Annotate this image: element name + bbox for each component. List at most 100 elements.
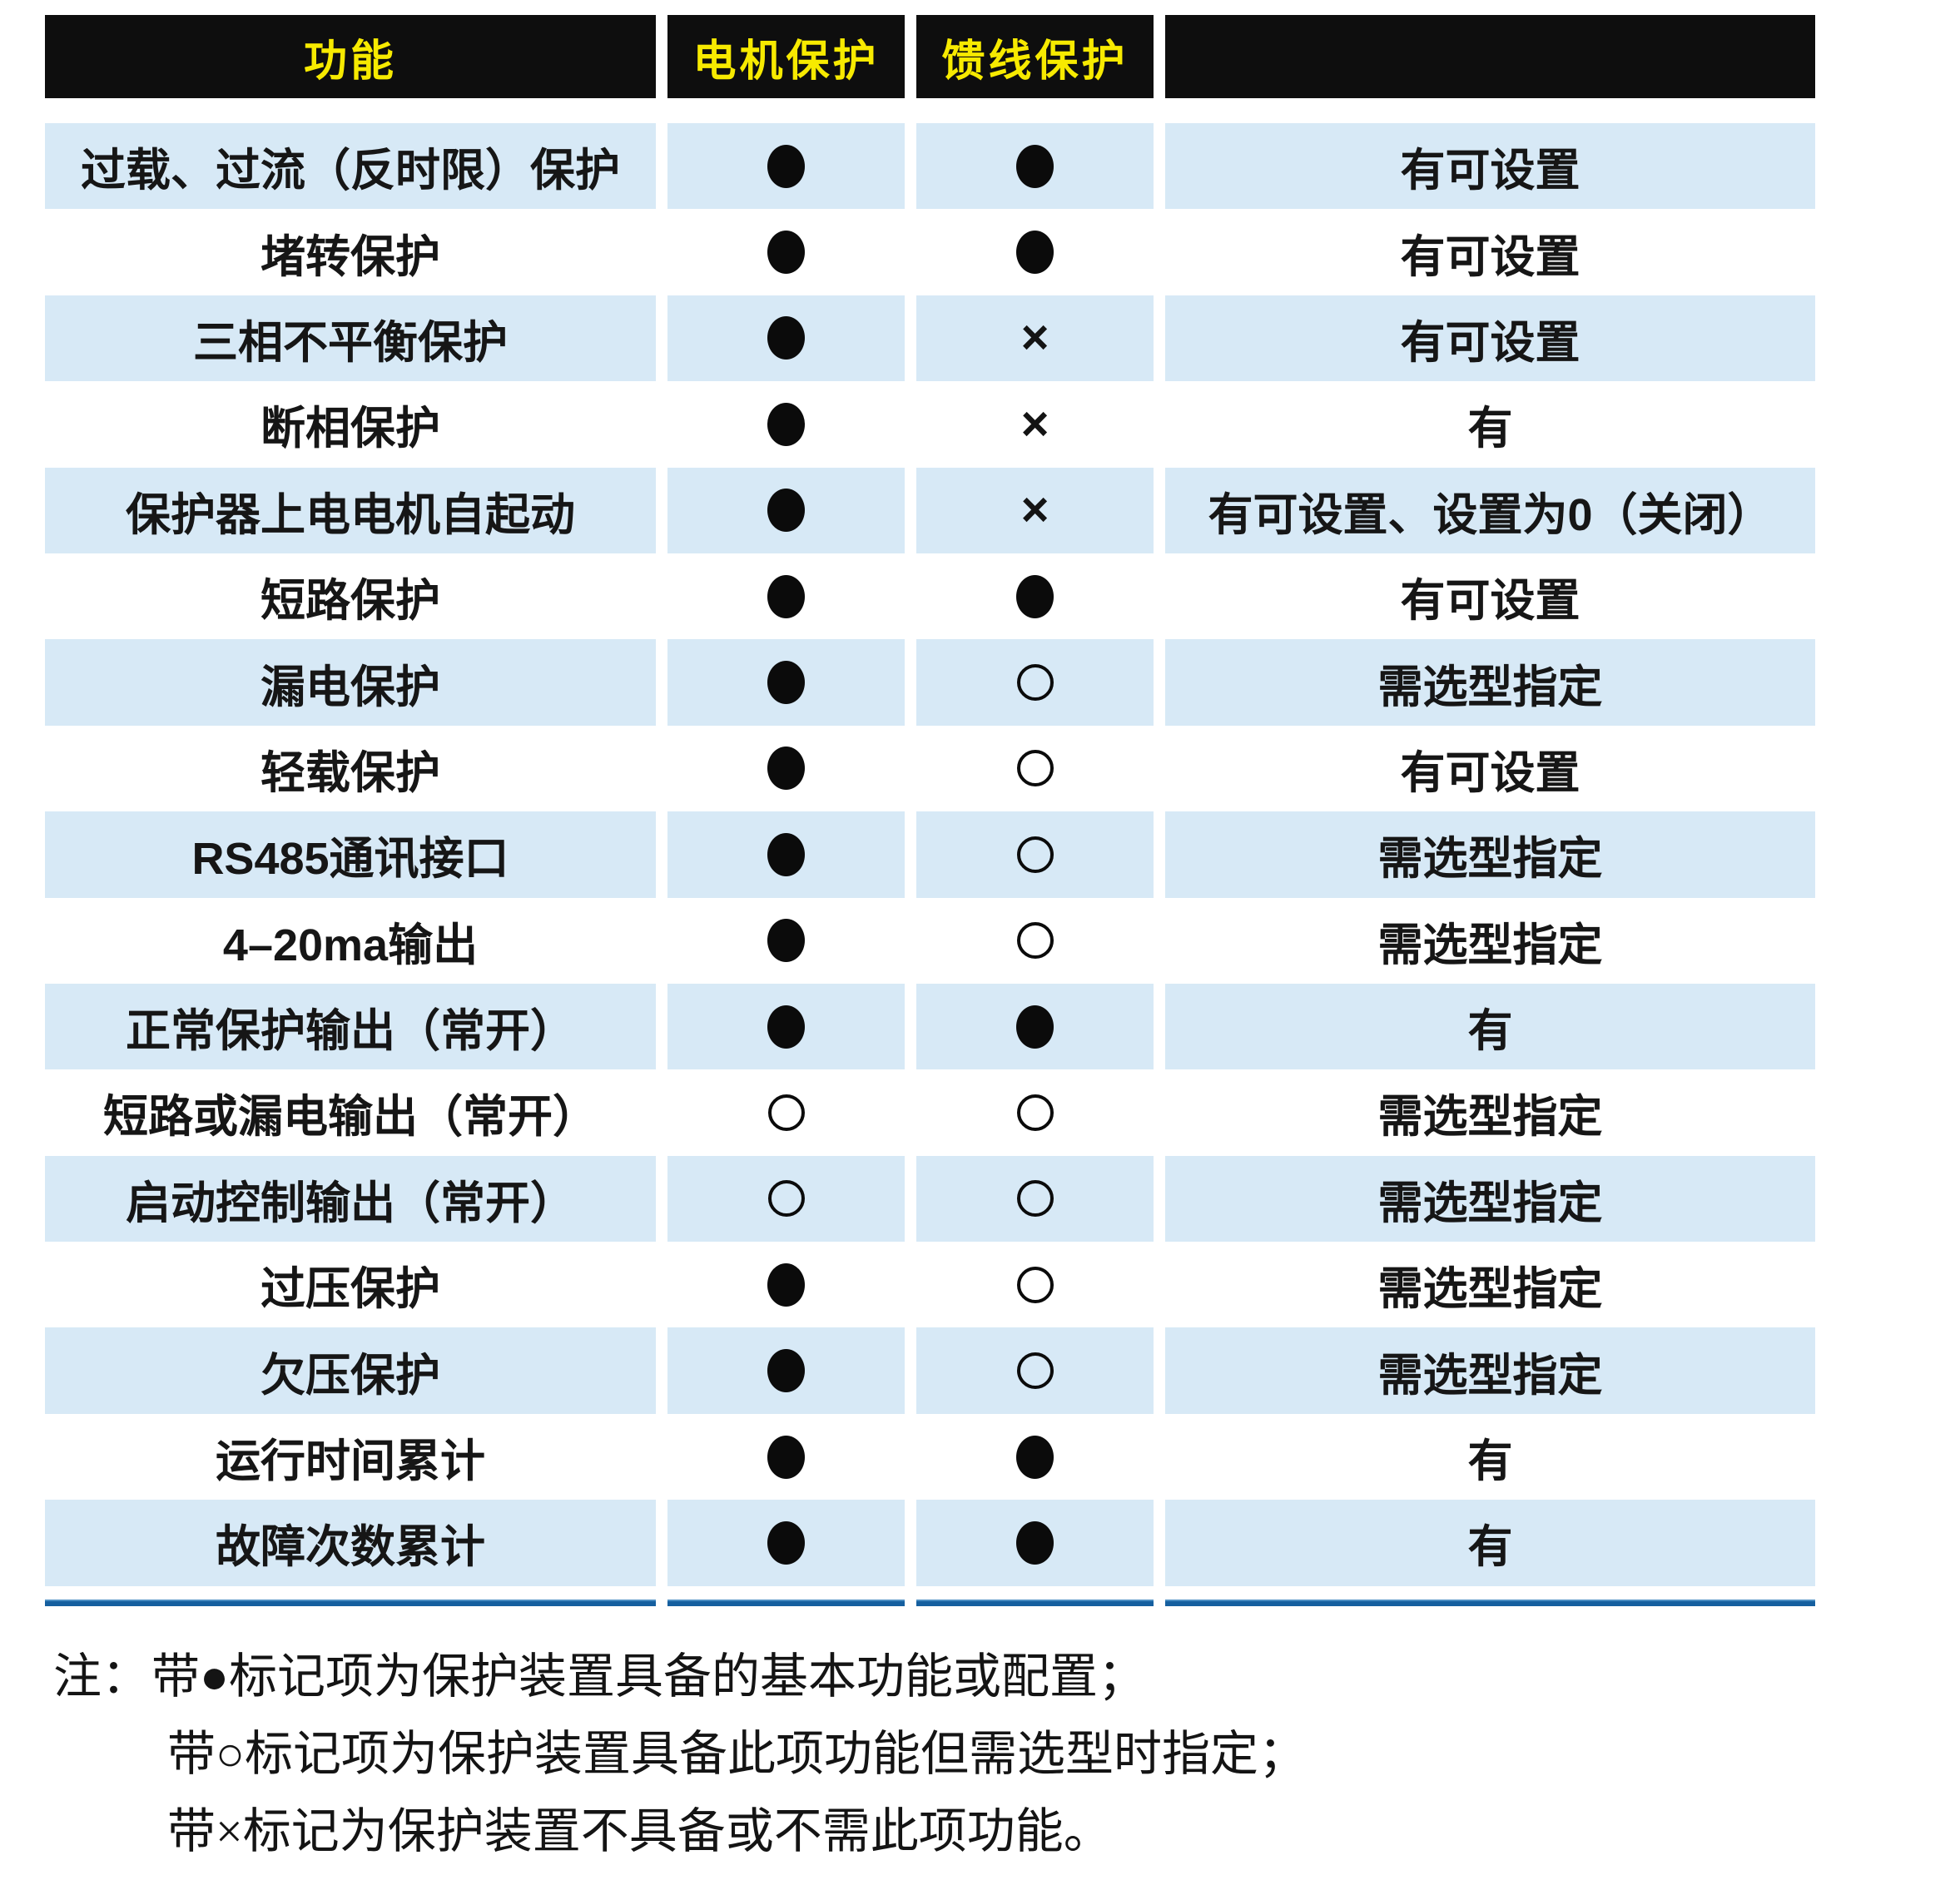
- table-row: 4–20ma输出 需选型指定: [45, 898, 1815, 984]
- cross-icon: ×: [1020, 483, 1049, 538]
- motor-protection-cell: [667, 381, 905, 467]
- filled-dot-icon: [1016, 1004, 1054, 1049]
- table-row: 堵转保护 有可设置: [45, 209, 1815, 295]
- table-row: 启动控制输出（常开） 需选型指定: [45, 1155, 1815, 1243]
- function-cell: 短路保护: [261, 576, 440, 627]
- feeder-protection-cell: [916, 983, 1154, 1070]
- remark-cell: 有可设置: [1165, 295, 1815, 382]
- motor-protection-cell: [667, 1327, 905, 1414]
- function-cell: 欠压保护: [45, 1327, 656, 1414]
- motor-protection-cell: [667, 898, 905, 984]
- filled-dot-icon: [767, 402, 805, 446]
- feeder-protection-cell: ×: [916, 381, 1154, 467]
- motor-protection-cell: [667, 467, 905, 553]
- function-cell: 断相保护: [261, 404, 440, 454]
- function-cell: 保护器上电电机自起动: [45, 467, 656, 553]
- feeder-protection-cell: ×: [916, 295, 1154, 382]
- remark-cell: 需选型指定: [1377, 1264, 1603, 1315]
- open-dot-icon: [1016, 664, 1054, 702]
- remark-cell: 有可设置、设置为0（关闭）: [1165, 467, 1815, 553]
- open-dot-icon: [1016, 1266, 1054, 1303]
- feeder-protection-cell: [916, 209, 1154, 295]
- cross-icon: ×: [1020, 310, 1049, 365]
- rule-segment: [45, 1599, 656, 1606]
- rule-segment: [1165, 1599, 1815, 1606]
- function-cell: 轻载保护: [261, 747, 440, 798]
- remark-cell: 有可设置: [1400, 576, 1580, 627]
- note-line: 带○标记项为保护装置具备此项功能但需选型时指定；: [53, 1715, 1307, 1793]
- motor-protection-cell: [667, 1414, 905, 1500]
- function-cell: 启动控制输出（常开）: [45, 1155, 656, 1243]
- feeder-protection-cell: [916, 1155, 1154, 1243]
- footnotes: 注：带●标记项为保护装置具备的基本功能或配置； 带○标记项为保护装置具备此项功能但…: [53, 1638, 1307, 1870]
- remark-cell: 需选型指定: [1165, 639, 1815, 726]
- table-row: 欠压保护 需选型指定: [45, 1327, 1815, 1414]
- table-body: 过载、过流（反时限）保护 有可设置 堵转保护 有可设置 三相不平衡保护 × 有可…: [45, 123, 1815, 1586]
- motor-protection-cell: [667, 1500, 905, 1586]
- bottom-double-rule: [45, 1599, 1815, 1606]
- filled-dot-icon: [767, 1349, 805, 1393]
- motor-protection-cell: [667, 295, 905, 382]
- open-dot-icon: [767, 1094, 805, 1131]
- feeder-protection-cell: [916, 1242, 1154, 1327]
- table-row: 短路或漏电输出（常开） 需选型指定: [45, 1069, 1815, 1155]
- function-cell: 运行时间累计: [216, 1436, 485, 1487]
- feeder-protection-cell: [916, 639, 1154, 726]
- filled-dot-icon: [1016, 1435, 1054, 1479]
- feeder-protection-cell: [916, 1414, 1154, 1500]
- function-cell: 故障次数累计: [45, 1500, 656, 1586]
- remark-cell: 有: [1165, 983, 1815, 1070]
- open-dot-icon: [1016, 1352, 1054, 1390]
- remark-cell: 需选型指定: [1165, 1327, 1815, 1414]
- rule-segment: [916, 1599, 1154, 1606]
- motor-protection-cell: [667, 123, 905, 210]
- table-row: 漏电保护 需选型指定: [45, 639, 1815, 726]
- filled-dot-icon: [1016, 231, 1054, 275]
- feeder-protection-cell: [916, 553, 1154, 639]
- remark-cell: 有: [1165, 1500, 1815, 1586]
- open-dot-icon: [1016, 1180, 1054, 1218]
- motor-protection-cell: [667, 1242, 905, 1327]
- header-function: 功能: [45, 15, 656, 98]
- feeder-protection-cell: [916, 811, 1154, 898]
- filled-dot-icon: [767, 661, 805, 705]
- header-motor-protection: 电机保护: [667, 15, 905, 98]
- remark-cell: 需选型指定: [1165, 811, 1815, 898]
- open-dot-icon: [1016, 1094, 1054, 1131]
- filled-dot-icon: [767, 747, 805, 791]
- feeder-protection-cell: [916, 1327, 1154, 1414]
- feeder-protection-cell: [916, 123, 1154, 210]
- motor-protection-cell: [667, 1069, 905, 1155]
- note-text: 带○标记项为保护装置具备此项功能但需选型时指定；: [167, 1727, 1307, 1781]
- motor-protection-cell: [667, 1155, 905, 1243]
- filled-dot-icon: [767, 1262, 805, 1307]
- motor-protection-cell: [667, 983, 905, 1070]
- feeder-protection-cell: [916, 1069, 1154, 1155]
- filled-dot-icon: [767, 231, 805, 275]
- remark-cell: 有可设置: [1165, 123, 1815, 210]
- open-dot-icon: [767, 1180, 805, 1218]
- motor-protection-cell: [667, 209, 905, 295]
- remark-cell: 需选型指定: [1377, 920, 1603, 970]
- remark-cell: 有: [1467, 1436, 1513, 1487]
- function-cell: 堵转保护: [261, 231, 440, 282]
- remark-cell: 有可设置: [1400, 747, 1580, 798]
- table-row: 运行时间累计 有: [45, 1414, 1815, 1500]
- filled-dot-icon: [767, 316, 805, 360]
- function-cell: 正常保护输出（常开）: [45, 983, 656, 1070]
- function-cell: 过压保护: [261, 1264, 440, 1315]
- filled-dot-icon: [767, 574, 805, 618]
- open-dot-icon: [1016, 750, 1054, 787]
- open-dot-icon: [1016, 922, 1054, 960]
- filled-dot-icon: [767, 1004, 805, 1049]
- table-row: 短路保护 有可设置: [45, 553, 1815, 639]
- remark-cell: 需选型指定: [1377, 1092, 1603, 1143]
- header-feeder-protection: 馈线保护: [916, 15, 1154, 98]
- table-row: 过压保护 需选型指定: [45, 1242, 1815, 1327]
- filled-dot-icon: [767, 919, 805, 963]
- function-cell: 过载、过流（反时限）保护: [45, 123, 656, 210]
- table-row: 过载、过流（反时限）保护 有可设置: [45, 123, 1815, 210]
- table-row: 三相不平衡保护 × 有可设置: [45, 295, 1815, 382]
- table-row: 故障次数累计 有: [45, 1500, 1815, 1586]
